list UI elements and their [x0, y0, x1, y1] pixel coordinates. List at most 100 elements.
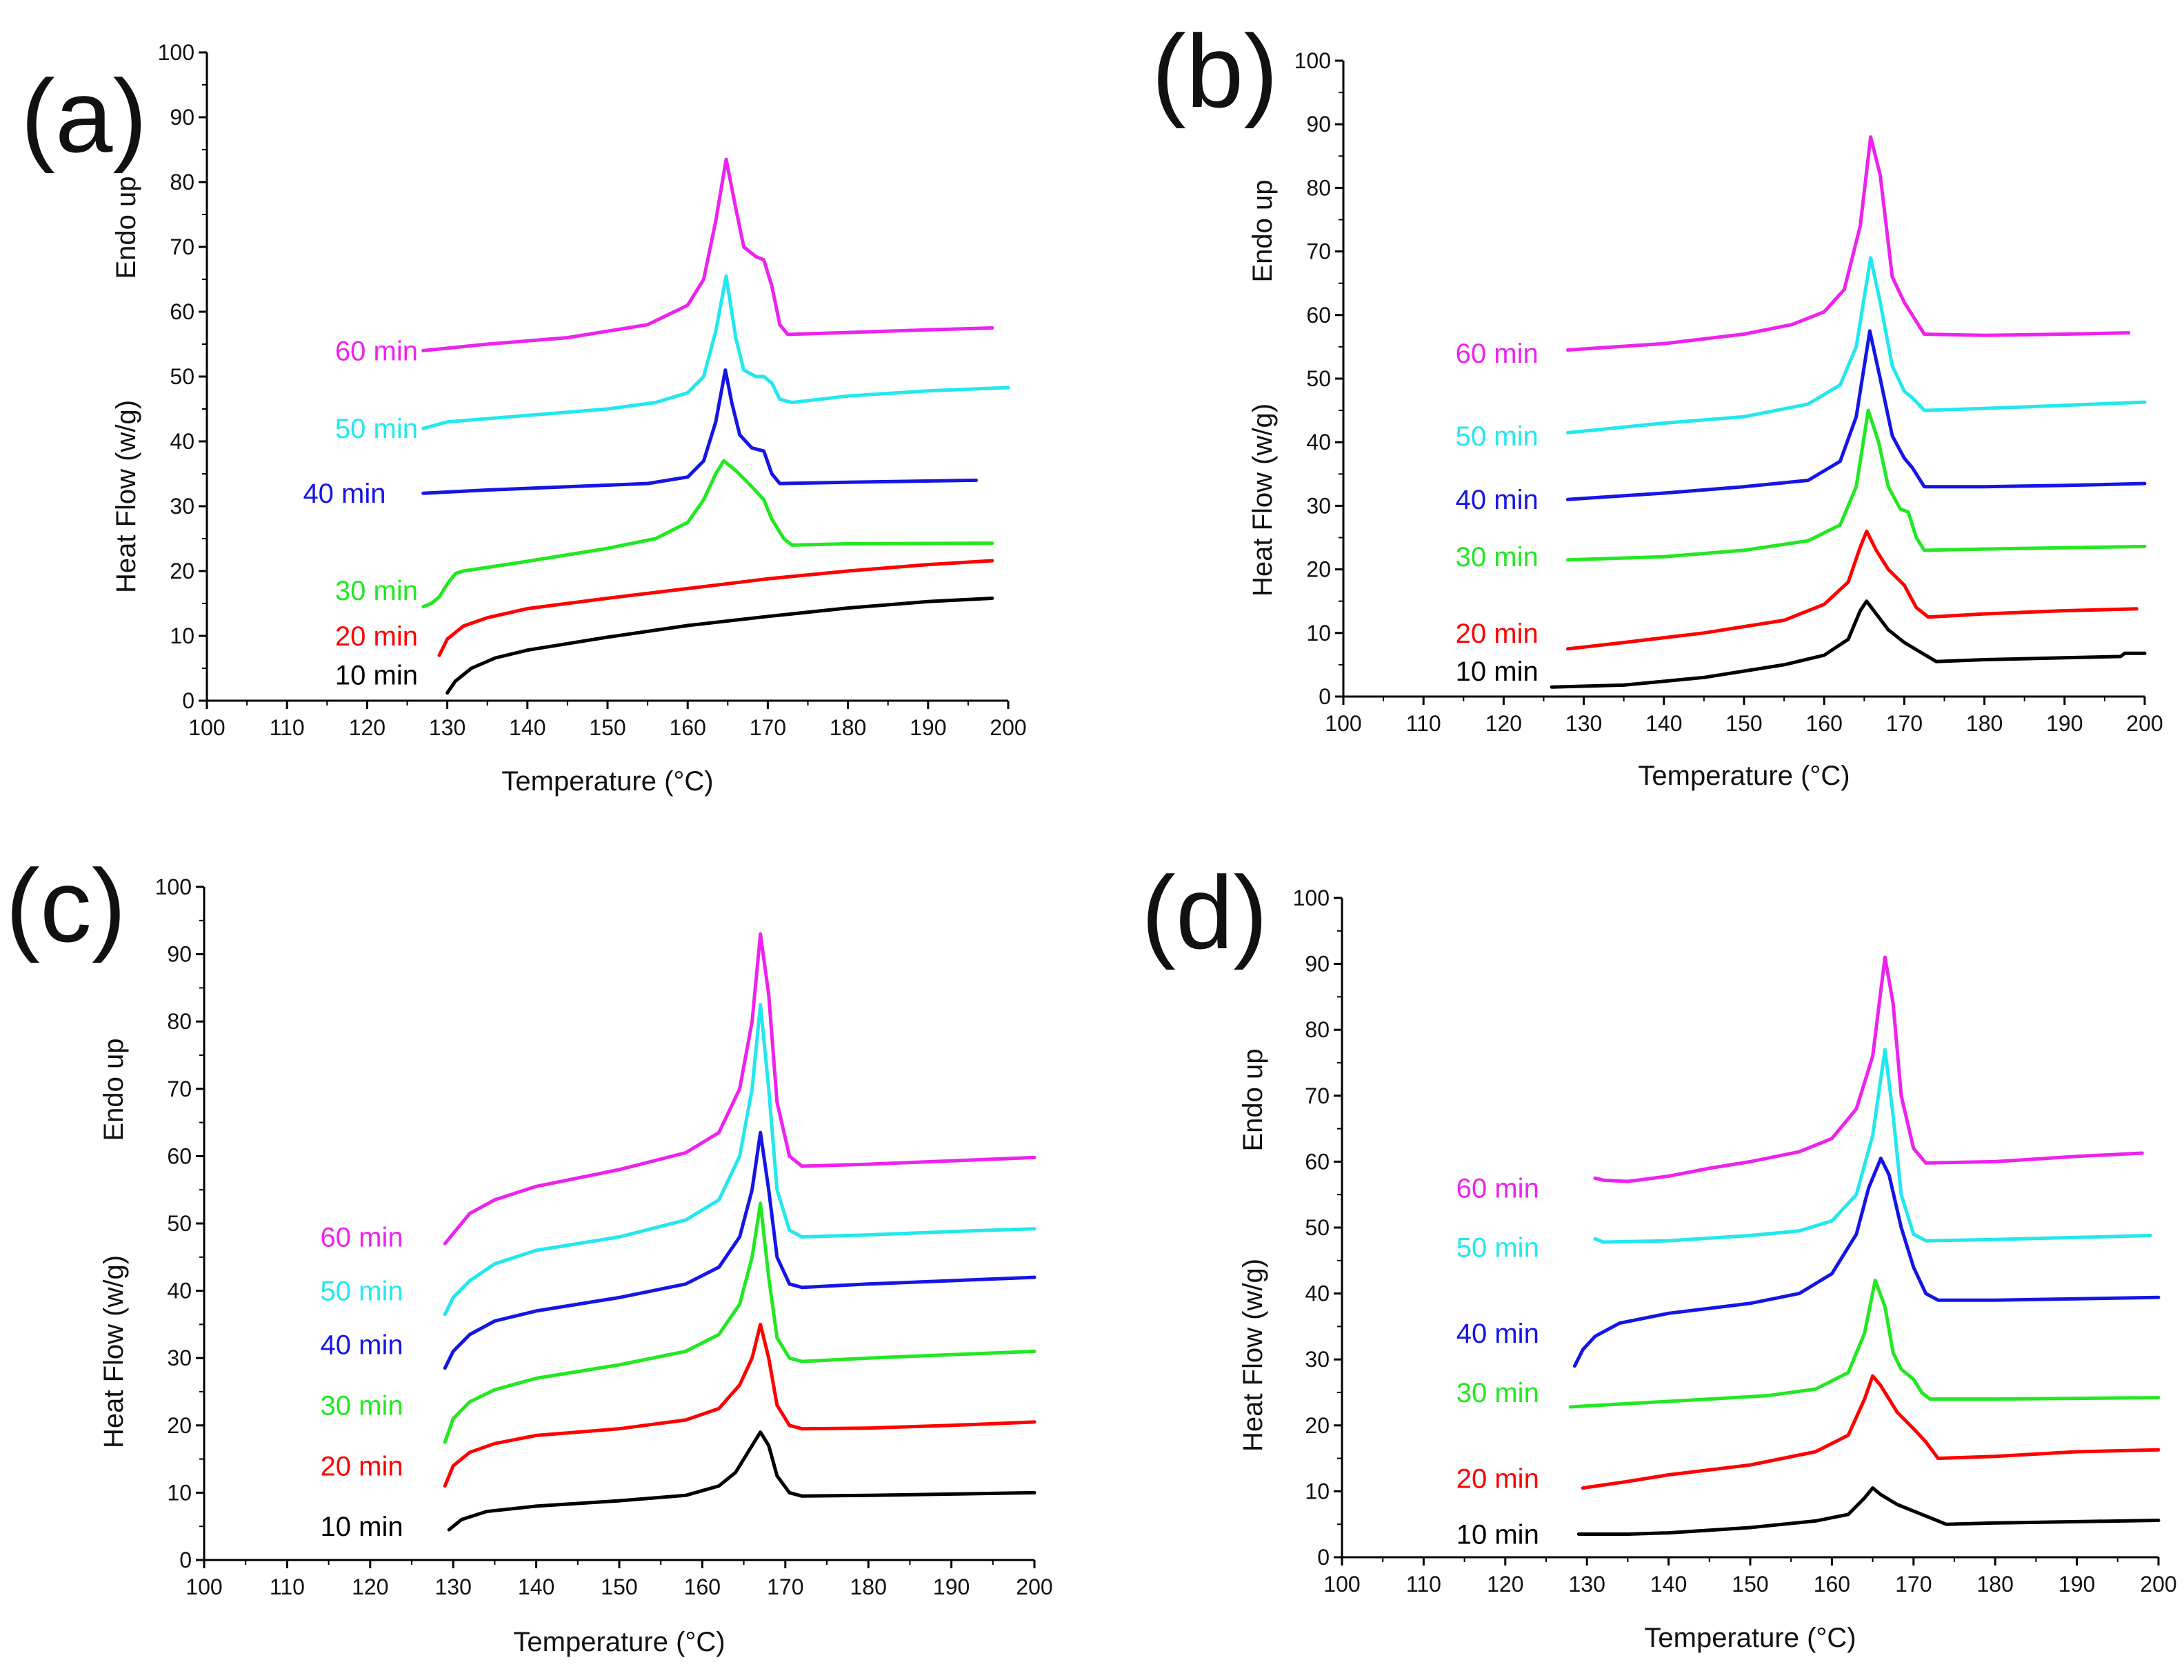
series-line [437, 559, 994, 657]
series-line [1565, 329, 2147, 501]
y-axis-title-lower: Heat Flow (w/g) [1238, 1259, 1268, 1452]
y-tick-label: 40 [1306, 430, 1331, 454]
series-label: 20 min [321, 1451, 403, 1481]
x-tick-label: 150 [601, 1574, 637, 1599]
y-tick-label: 100 [155, 874, 192, 899]
x-tick-label: 160 [684, 1574, 721, 1599]
series-label: 60 min [1456, 1174, 1539, 1204]
x-tick-label: 170 [767, 1574, 803, 1599]
series-label: 40 min [321, 1330, 403, 1361]
y-tick-label: 70 [170, 234, 194, 259]
series-label: 60 min [321, 1223, 403, 1253]
chart-panel-c: (c) 100 110 120 130 140 150 160 170 180 190 200010… [6, 848, 1053, 1657]
series-label: 10 min [1456, 1520, 1539, 1550]
y-tick-label: 20 [167, 1413, 192, 1438]
y-tick-label: 100 [1294, 48, 1331, 73]
series-label: 20 min [1456, 1463, 1539, 1494]
y-tick-label: 30 [167, 1346, 192, 1370]
chart-panel-a: (a) 100 110 120 130 140 150 160 170 180 190 200010… [21, 40, 1027, 797]
series-label: 50 min [335, 414, 418, 444]
series-label: 30 min [335, 576, 418, 606]
x-tick-label: 100 [186, 1574, 222, 1599]
series-line [445, 597, 994, 695]
series-label: 40 min [1456, 485, 1539, 515]
x-tick-label: 190 [910, 715, 946, 740]
x-tick-label: 190 [2046, 711, 2083, 736]
x-tick-label: 140 [1645, 711, 1682, 736]
x-tick-label: 200 [2140, 1572, 2176, 1597]
y-tick-label: 80 [1305, 1017, 1330, 1042]
series-label: 10 min [1456, 657, 1539, 687]
series-line [1572, 1157, 2161, 1368]
x-tick-label: 190 [2058, 1572, 2095, 1597]
panel-label: (b) [1152, 13, 1278, 129]
x-tick-label: 170 [1886, 711, 1923, 736]
series-line [1565, 529, 2138, 651]
y-tick-label: 10 [1305, 1479, 1330, 1503]
panel-label: (a) [21, 58, 147, 174]
y-tick-label: 70 [1305, 1083, 1330, 1108]
y-tick-label: 90 [1306, 112, 1331, 137]
y-tick-label: 0 [179, 1548, 192, 1572]
series-line [443, 1322, 1036, 1488]
series-label: 10 min [335, 660, 418, 690]
series-line [1593, 955, 2144, 1183]
series-line [421, 157, 994, 352]
series-line [421, 274, 1010, 430]
series-label: 40 min [1456, 1319, 1539, 1349]
y-tick-label: 70 [1306, 239, 1331, 264]
series-line [443, 1130, 1036, 1370]
y-tick-label: 20 [1306, 557, 1331, 582]
series-line [1581, 1374, 2161, 1490]
series-line [1565, 408, 2147, 562]
x-tick-label: 180 [850, 1574, 887, 1599]
x-axis-title: Temperature (°C) [513, 1627, 725, 1657]
x-tick-label: 140 [1650, 1572, 1687, 1597]
x-tick-label: 180 [1966, 711, 2003, 736]
series-label: 50 min [1456, 1233, 1539, 1263]
y-tick-label: 60 [1305, 1149, 1330, 1174]
x-axis-title: Temperature (°C) [1644, 1623, 1856, 1653]
x-tick-label: 120 [352, 1574, 388, 1599]
chart-panel-d: (d) 100 110 120 130 140 150 160 170 180 190 200010… [1141, 854, 2177, 1653]
y-tick-label: 60 [170, 299, 194, 324]
y-tick-label: 70 [167, 1077, 192, 1101]
series-label: 50 min [1456, 421, 1539, 452]
x-tick-label: 110 [1406, 1572, 1441, 1597]
series-line [1576, 1486, 2161, 1536]
chart-panel-b: (b) 100 110 120 130 140 150 160 170 180 190 200010… [1152, 13, 2163, 791]
y-tick-label: 60 [167, 1143, 192, 1168]
y-tick-label: 100 [1293, 886, 1330, 910]
y-tick-label: 30 [1305, 1347, 1330, 1372]
y-tick-label: 0 [1317, 1545, 1330, 1570]
y-tick-label: 0 [182, 688, 194, 713]
x-tick-label: 110 [270, 1574, 305, 1599]
x-tick-label: 100 [188, 715, 225, 740]
x-axis-title: Temperature (°C) [1638, 761, 1850, 791]
y-tick-label: 20 [170, 559, 194, 583]
x-tick-label: 150 [1725, 711, 1762, 736]
y-tick-label: 10 [170, 623, 194, 648]
y-axis-title-upper: Endo up [1248, 179, 1278, 282]
y-axis-title-upper: Endo up [1238, 1048, 1268, 1151]
x-tick-label: 120 [1485, 711, 1522, 736]
x-tick-label: 140 [509, 715, 545, 740]
y-tick-label: 40 [167, 1279, 192, 1303]
y-tick-label: 80 [167, 1009, 192, 1034]
series-label: 30 min [321, 1391, 403, 1421]
x-tick-label: 180 [830, 715, 866, 740]
y-tick-label: 50 [1305, 1215, 1330, 1240]
x-axis-title: Temperature (°C) [501, 766, 713, 797]
y-tick-label: 90 [167, 942, 192, 967]
y-tick-label: 30 [170, 494, 194, 519]
y-tick-label: 30 [1306, 493, 1331, 518]
x-tick-label: 100 [1323, 1572, 1360, 1597]
y-axis-title-lower: Heat Flow (w/g) [99, 1255, 129, 1448]
series-label: 20 min [1456, 619, 1539, 649]
y-axis-title-upper: Endo up [99, 1038, 129, 1141]
series-line [1569, 1279, 2161, 1409]
series-line [421, 459, 994, 609]
series-line [443, 1003, 1036, 1317]
y-tick-label: 50 [167, 1211, 192, 1236]
